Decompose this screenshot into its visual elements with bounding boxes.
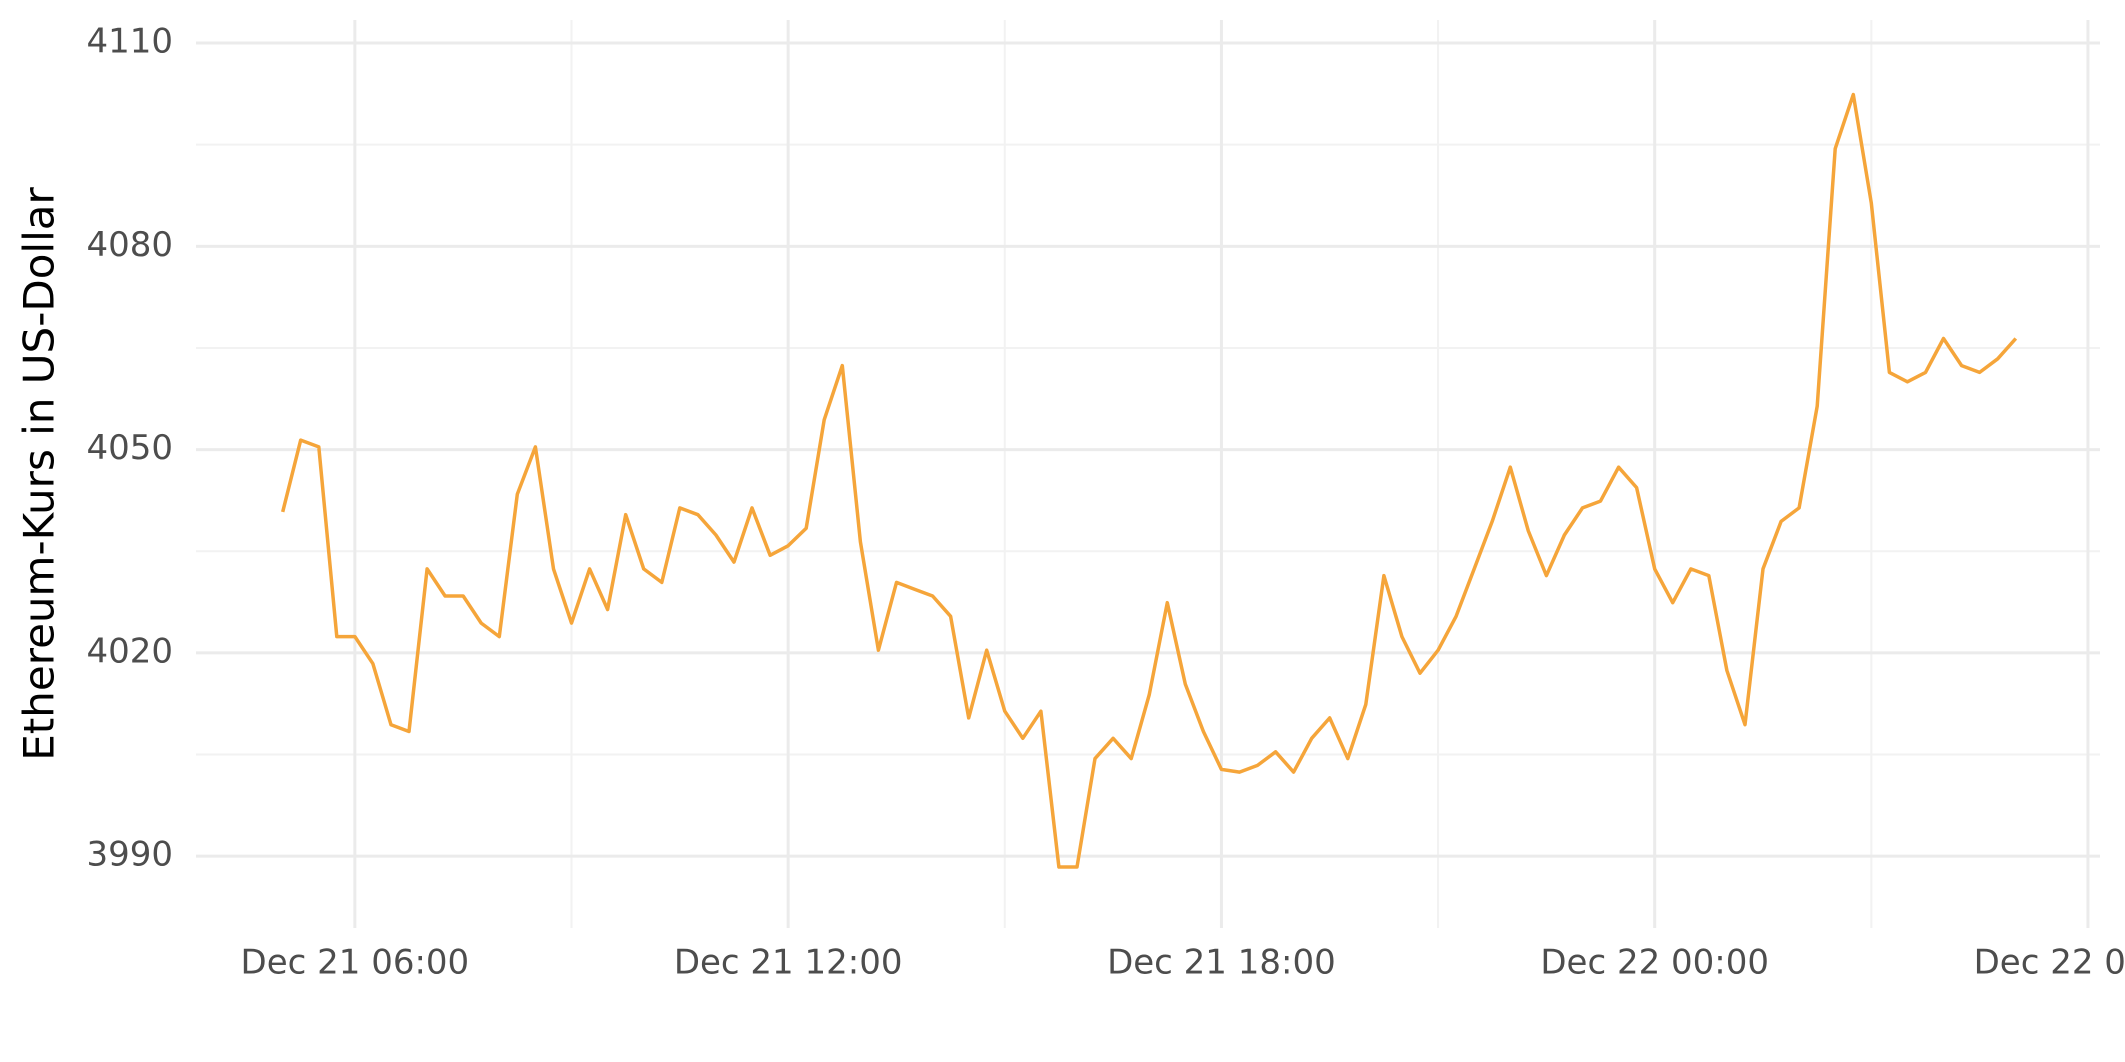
y-tick-label: 3990 (86, 835, 173, 875)
x-tick-label: Dec 21 06:00 (241, 943, 470, 983)
y-axis-label: Ethereum-Kurs in US-Dollar (15, 187, 64, 761)
x-tick-label: Dec 21 12:00 (674, 943, 903, 983)
y-tick-label: 4110 (86, 22, 173, 62)
x-tick-label: Dec 22 06:00 (1974, 943, 2125, 983)
y-tick-label: 4080 (86, 225, 173, 265)
price-line (281, 92, 2018, 869)
x-tick-label: Dec 21 18:00 (1107, 943, 1336, 983)
y-tick-label: 4020 (86, 631, 173, 671)
x-tick-label: Dec 22 00:00 (1540, 943, 1769, 983)
y-tick-label: 4050 (86, 428, 173, 468)
